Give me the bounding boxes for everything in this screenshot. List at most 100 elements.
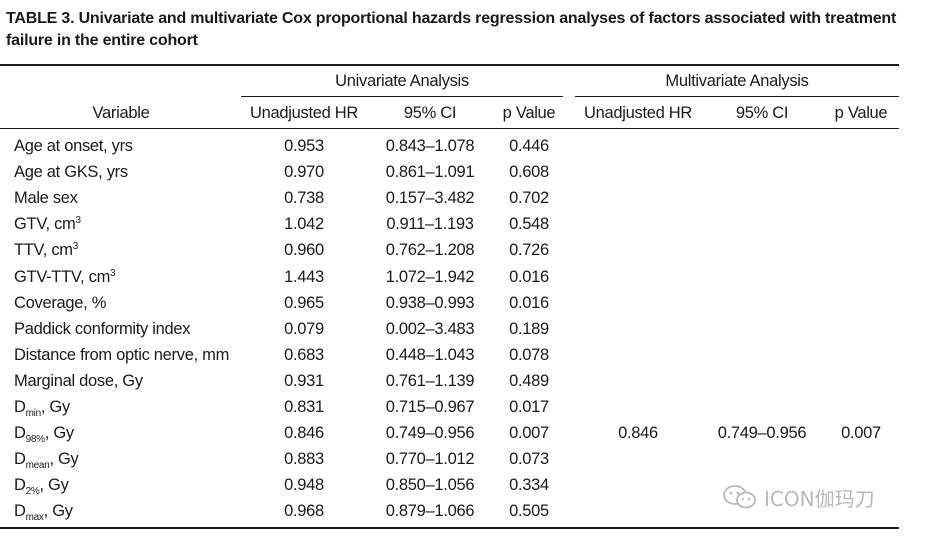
univariate-p-cell: 0.489 (509, 372, 549, 390)
variable-label-text: GTV, cm (14, 215, 76, 233)
univariate-hr-cell: 1.443 (284, 268, 324, 286)
univariate-p-header: p Value (502, 104, 556, 122)
table-caption: TABLE 3. Univariate and multivariate Cox… (6, 10, 897, 49)
top-rule (0, 64, 899, 66)
univariate-p-cell: 0.505 (509, 502, 549, 520)
variable-label: Age at onset, yrs (14, 136, 133, 156)
variable-label-text: TTV, cm (14, 241, 73, 259)
variable-label: Paddick conformity index (14, 319, 191, 339)
univariate-hr-cell: 0.846 (284, 424, 324, 442)
univariate-ci-cell: 0.715–0.967 (385, 398, 475, 416)
univariate-p-cell: 0.726 (509, 241, 549, 259)
bottom-rule (0, 527, 899, 529)
multivariate-hr-cell: 0.846 (618, 424, 658, 442)
univariate-ci-cell: 0.761–1.139 (385, 372, 475, 390)
multivariate-group-header: Multivariate Analysis (665, 72, 809, 90)
variable-label-text: GTV-TTV, cm (14, 268, 111, 286)
variable-unit: , Gy (49, 450, 79, 468)
variable-subscript: min (25, 408, 42, 419)
variable-label: Dmean, Gy (14, 449, 79, 471)
variable-label-text: Male sex (14, 189, 78, 207)
variable-label-text: Coverage, % (14, 294, 107, 312)
variable-label-text: Paddick conformity index (14, 320, 191, 338)
univariate-ci-cell: 0.879–1.066 (385, 502, 475, 520)
univariate-ci-cell: 0.843–1.078 (385, 137, 475, 155)
univariate-p-cell: 0.608 (509, 163, 549, 181)
univariate-p-cell: 0.702 (509, 189, 549, 207)
variable-subscript: mean (25, 460, 50, 471)
multivariate-hr-header: Unadjusted HR (584, 104, 692, 122)
variable-label: GTV, cm3 (14, 214, 81, 234)
univariate-p-cell: 0.007 (509, 424, 549, 442)
variable-label-text: Marginal dose, Gy (14, 372, 143, 390)
variable-superscript: 3 (110, 268, 116, 279)
multivariate-p-cell: 0.007 (841, 424, 881, 442)
univariate-hr-cell: 1.042 (284, 215, 324, 233)
variable-label: Marginal dose, Gy (14, 371, 143, 391)
univariate-p-cell: 0.548 (509, 215, 549, 233)
variable-label-text: D (14, 476, 26, 494)
variable-label: GTV-TTV, cm3 (14, 267, 116, 287)
univariate-p-cell: 0.016 (509, 268, 549, 286)
univariate-group-header: Univariate Analysis (335, 72, 469, 90)
univariate-p-cell: 0.189 (509, 320, 549, 338)
variable-label: D98%, Gy (14, 423, 74, 445)
univariate-hr-header: Unadjusted HR (250, 104, 358, 122)
variable-label: TTV, cm3 (14, 240, 78, 260)
univariate-hr-cell: 0.931 (284, 372, 324, 390)
univariate-ci-cell: 0.770–1.012 (385, 450, 475, 468)
watermark: ICON伽玛刀 (722, 482, 922, 512)
univariate-ci-cell: 0.861–1.091 (385, 163, 475, 181)
variable-superscript: 3 (75, 215, 81, 226)
univariate-hr-cell: 0.883 (284, 450, 324, 468)
univariate-ci-header: 95% CI (403, 104, 457, 122)
variable-subscript: max (25, 512, 44, 523)
univariate-p-cell: 0.016 (509, 294, 549, 312)
variable-label: Coverage, % (14, 293, 106, 313)
univariate-p-cell: 0.446 (509, 137, 549, 155)
univariate-hr-cell: 0.831 (284, 398, 324, 416)
variable-label-text: D (14, 398, 26, 416)
univariate-ci-cell: 0.911–1.193 (386, 215, 474, 233)
univariate-p-cell: 0.078 (509, 346, 549, 364)
univariate-hr-cell: 0.970 (284, 163, 324, 181)
variable-unit: , Gy (39, 476, 69, 494)
univariate-hr-cell: 0.079 (284, 320, 324, 338)
univariate-hr-cell: 0.960 (284, 241, 324, 259)
variable-unit: , Gy (44, 424, 74, 442)
univariate-hr-cell: 0.965 (284, 294, 324, 312)
univariate-ci-cell: 0.157–3.482 (385, 189, 475, 207)
variable-subscript: 2% (25, 486, 40, 497)
variable-label-text: D (14, 450, 26, 468)
variable-label-text: D (14, 502, 26, 520)
variable-unit: , Gy (43, 502, 73, 520)
variable-label: Dmin, Gy (14, 397, 70, 419)
univariate-hr-cell: 0.968 (284, 502, 324, 520)
wechat-icon (722, 484, 758, 515)
univariate-ci-cell: 0.749–0.956 (385, 424, 475, 442)
variable-label-text: Age at GKS, yrs (14, 163, 128, 181)
univariate-group-rule (241, 96, 563, 97)
univariate-ci-cell: 0.762–1.208 (385, 241, 475, 259)
variable-unit: , Gy (40, 398, 70, 416)
variable-label: Age at GKS, yrs (14, 162, 128, 182)
variable-label-text: D (14, 424, 26, 442)
watermark-text: ICON伽玛刀 (764, 487, 875, 511)
variable-label: Distance from optic nerve, mm (14, 345, 229, 365)
variable-label-text: Distance from optic nerve, mm (14, 346, 230, 364)
multivariate-ci-cell: 0.749–0.956 (717, 424, 807, 442)
variable-label: Male sex (14, 188, 78, 208)
univariate-hr-cell: 0.948 (284, 476, 324, 494)
variable-superscript: 3 (72, 241, 79, 252)
variable-label: D2%, Gy (14, 475, 69, 497)
univariate-p-cell: 0.017 (509, 398, 549, 416)
univariate-p-cell: 0.073 (509, 450, 549, 468)
header-rule (0, 128, 899, 129)
univariate-ci-cell: 0.850–1.056 (385, 476, 475, 494)
univariate-ci-cell: 0.002–3.483 (385, 320, 475, 338)
univariate-hr-cell: 0.683 (284, 346, 324, 364)
univariate-hr-cell: 0.953 (284, 137, 324, 155)
variable-subscript: 98% (25, 434, 45, 445)
univariate-p-cell: 0.334 (509, 476, 549, 494)
univariate-ci-cell: 0.938–0.993 (385, 294, 475, 312)
